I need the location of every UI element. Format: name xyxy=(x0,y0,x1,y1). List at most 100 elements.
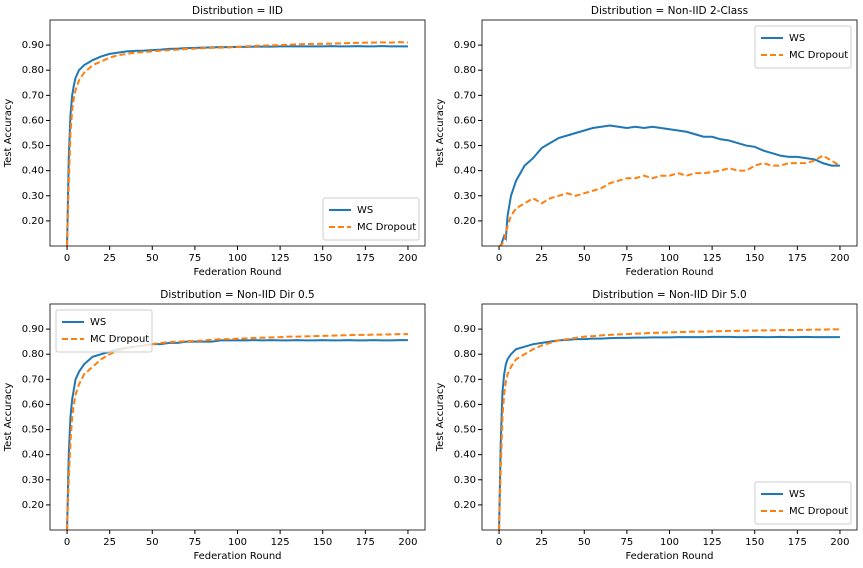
subplot-title: Distribution = IID xyxy=(192,5,283,17)
legend-label: MC Dropout xyxy=(90,334,149,345)
x-tick-label: 175 xyxy=(356,537,375,548)
y-tick-label: 0.70 xyxy=(22,90,44,101)
x-tick-label: 100 xyxy=(228,537,247,548)
x-tick-label: 125 xyxy=(271,537,290,548)
legend-box xyxy=(55,309,153,353)
x-axis-label: Federation Round xyxy=(193,551,281,562)
y-tick-label: 0.50 xyxy=(22,141,44,152)
y-tick-label: 0.30 xyxy=(454,191,476,202)
x-tick-label: 0 xyxy=(64,537,70,548)
legend: WS MC Dropout xyxy=(322,197,420,241)
y-tick-label: 0.90 xyxy=(22,40,44,51)
y-axis-label: Test Accuracy xyxy=(3,383,14,453)
plot-area xyxy=(66,333,408,530)
y-tick-label: 0.60 xyxy=(454,115,476,126)
axes-frame xyxy=(481,19,858,247)
y-tick-label: 0.30 xyxy=(454,475,476,486)
subplot: Distribution = Non-IID Dir 5.0 Federation… xyxy=(435,289,858,562)
legend-box xyxy=(754,25,852,69)
plot-area xyxy=(499,124,841,246)
y-tick-label: 0.50 xyxy=(454,425,476,436)
legend-label: WS xyxy=(357,205,373,216)
y-tick-label: 0.60 xyxy=(22,399,44,410)
x-tick-label: 0 xyxy=(496,253,502,264)
series-line xyxy=(66,45,408,246)
y-tick-label: 0.20 xyxy=(454,216,476,227)
y-tick-label: 0.30 xyxy=(22,475,44,486)
x-tick-label: 125 xyxy=(271,253,290,264)
y-tick-label: 0.80 xyxy=(454,65,476,76)
y-tick-label: 0.70 xyxy=(454,90,476,101)
series-line xyxy=(499,154,841,246)
axes-frame xyxy=(481,303,858,531)
x-tick-label: 75 xyxy=(189,537,202,548)
x-tick-label: 175 xyxy=(788,537,807,548)
x-tick-label: 100 xyxy=(660,253,679,264)
legend-label: MC Dropout xyxy=(789,506,848,517)
y-tick-label: 0.50 xyxy=(22,425,44,436)
x-tick-label: 150 xyxy=(313,537,332,548)
x-tick-label: 25 xyxy=(535,537,548,548)
series-line xyxy=(66,339,408,530)
y-tick-label: 0.90 xyxy=(22,324,44,335)
y-tick-label: 0.70 xyxy=(454,374,476,385)
legend-label: WS xyxy=(789,33,805,44)
x-tick-label: 25 xyxy=(535,253,548,264)
x-tick-label: 125 xyxy=(703,537,722,548)
x-axis-label: Federation Round xyxy=(625,551,713,562)
x-tick-label: 50 xyxy=(578,537,591,548)
y-axis-label: Test Accuracy xyxy=(435,383,446,453)
x-tick-label: 75 xyxy=(621,537,634,548)
y-tick-label: 0.90 xyxy=(454,40,476,51)
x-tick-label: 150 xyxy=(313,253,332,264)
x-tick-label: 0 xyxy=(64,253,70,264)
series-line xyxy=(498,328,840,530)
y-tick-label: 0.90 xyxy=(454,324,476,335)
y-tick-label: 0.40 xyxy=(22,450,44,461)
x-tick-label: 175 xyxy=(788,253,807,264)
x-tick-label: 50 xyxy=(146,537,159,548)
x-axis-label: Federation Round xyxy=(193,267,281,278)
legend-label: WS xyxy=(789,489,805,500)
x-tick-label: 200 xyxy=(830,537,849,548)
axes-frame xyxy=(49,19,426,247)
subplot: Distribution = Non-IID 2-Class Federation… xyxy=(435,5,858,278)
x-tick-label: 75 xyxy=(621,253,634,264)
x-tick-label: 150 xyxy=(745,253,764,264)
x-tick-label: 75 xyxy=(189,253,202,264)
y-tick-label: 0.40 xyxy=(454,166,476,177)
axes-frame xyxy=(49,303,426,531)
y-tick-label: 0.40 xyxy=(22,166,44,177)
y-tick-label: 0.40 xyxy=(454,450,476,461)
legend-box xyxy=(322,197,420,241)
legend-label: WS xyxy=(90,317,106,328)
series-line xyxy=(66,41,409,246)
plot-area xyxy=(66,41,409,246)
y-tick-label: 0.60 xyxy=(454,399,476,410)
x-tick-label: 25 xyxy=(103,537,116,548)
legend-label: MC Dropout xyxy=(789,50,848,61)
x-tick-label: 200 xyxy=(830,253,849,264)
legend-box xyxy=(754,481,852,525)
y-tick-label: 0.20 xyxy=(22,216,44,227)
y-tick-label: 0.60 xyxy=(22,115,44,126)
x-tick-label: 50 xyxy=(146,253,159,264)
x-tick-label: 200 xyxy=(398,253,417,264)
x-tick-label: 150 xyxy=(745,537,764,548)
x-tick-label: 200 xyxy=(398,537,417,548)
subplot: Distribution = IID Federation Round Test A… xyxy=(3,5,426,278)
x-tick-label: 125 xyxy=(703,253,722,264)
series-line xyxy=(66,333,408,530)
legend: WS MC Dropout xyxy=(754,481,852,525)
y-tick-label: 0.50 xyxy=(454,141,476,152)
x-tick-label: 0 xyxy=(496,537,502,548)
subplot-title: Distribution = Non-IID Dir 5.0 xyxy=(592,289,746,301)
x-axis-label: Federation Round xyxy=(625,267,713,278)
y-tick-label: 0.80 xyxy=(22,349,44,360)
y-axis-label: Test Accuracy xyxy=(3,99,14,169)
y-tick-label: 0.70 xyxy=(22,374,44,385)
subplot: Distribution = Non-IID Dir 0.5 Federation… xyxy=(3,289,426,562)
y-axis-label: Test Accuracy xyxy=(435,99,446,169)
plot-area xyxy=(498,328,840,530)
y-tick-label: 0.20 xyxy=(454,500,476,511)
